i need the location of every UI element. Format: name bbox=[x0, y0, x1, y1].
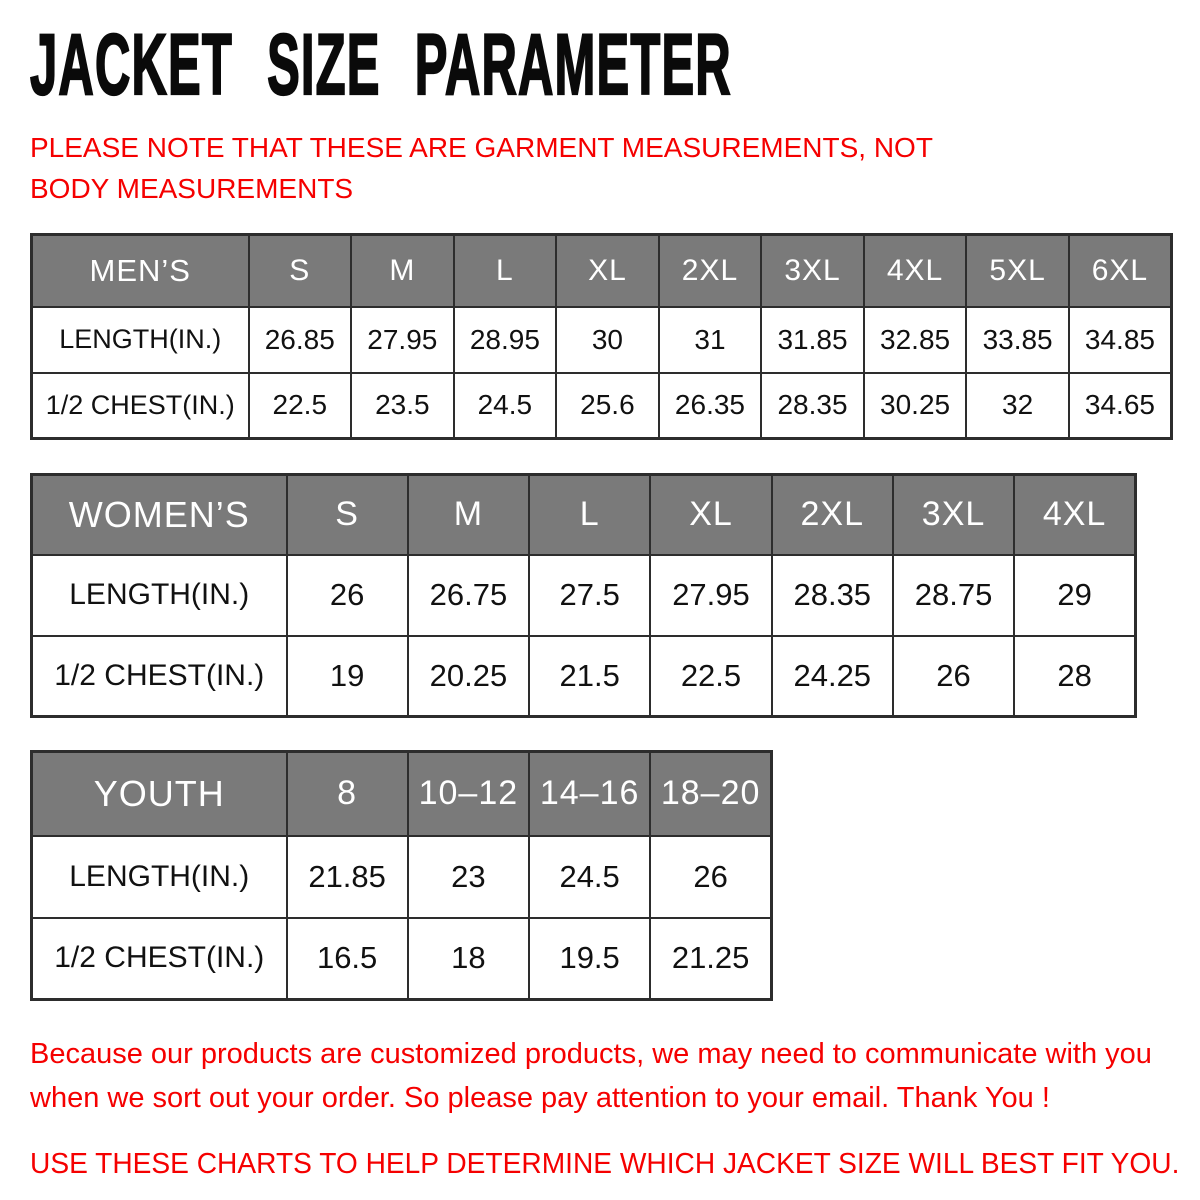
value-cell: 34.85 bbox=[1067, 305, 1173, 374]
value-cell: 30 bbox=[555, 305, 660, 374]
value-cell: 28.35 bbox=[760, 371, 865, 440]
value-cell: 34.65 bbox=[1067, 371, 1173, 440]
value-cell: 20.25 bbox=[406, 634, 531, 718]
size-header-cell: XL bbox=[555, 233, 660, 308]
value-cell: 18 bbox=[406, 916, 531, 1001]
size-table-mens: MEN’S S M L XL 2XL 3XL 4XL 5XL 6XL LENGTH(IN.) 26.8… bbox=[30, 233, 1173, 441]
size-table-womens: WOMEN’S S M L XL 2XL 3XL 4XL LENGTH(IN.) 26 26.75 2… bbox=[30, 473, 1137, 719]
page-title: JACKET SIZE PARAMETER bbox=[29, 17, 1200, 113]
size-header-cell: 4XL bbox=[862, 233, 968, 308]
value-cell: 16.5 bbox=[285, 916, 409, 1001]
size-header-cell: XL bbox=[649, 473, 773, 556]
chart-usage-note-text: USE THESE CHARTS TO HELP DETERMINE WHICH… bbox=[30, 1148, 1180, 1181]
value-cell: 26.75 bbox=[406, 553, 531, 637]
value-cell: 28 bbox=[1013, 634, 1137, 718]
size-header-cell: M bbox=[350, 233, 455, 308]
size-header-cell: 2XL bbox=[770, 473, 894, 556]
measurement-row: 1/2 CHEST(IN.) 19 20.25 21.5 22.5 24.25 26 28 bbox=[30, 634, 1137, 718]
size-header-cell: 3XL bbox=[891, 473, 1016, 556]
customized-products-note: Because our products are customized prod… bbox=[30, 1038, 1152, 1114]
value-cell: 25.6 bbox=[555, 371, 660, 440]
value-cell: 19.5 bbox=[527, 916, 652, 1001]
size-header-cell: 4XL bbox=[1013, 473, 1137, 556]
row-label-cell: 1/2 CHEST(IN.) bbox=[30, 371, 250, 440]
size-header-cell: 5XL bbox=[965, 233, 1070, 308]
size-header-cell: M bbox=[406, 473, 531, 556]
value-cell: 21.25 bbox=[649, 916, 773, 1001]
value-cell: 27.95 bbox=[350, 305, 455, 374]
size-header-row: MEN’S S M L XL 2XL 3XL 4XL 5XL 6XL bbox=[30, 233, 1173, 308]
group-label-cell-womens: WOMEN’S bbox=[30, 473, 288, 556]
value-cell: 26.85 bbox=[247, 305, 353, 374]
size-table-youth: YOUTH 8 10–12 14–16 18–20 LENGTH(IN.) 21.85 23 2… bbox=[30, 750, 773, 1002]
size-header-cell: S bbox=[247, 233, 353, 308]
measurement-row: 1/2 CHEST(IN.) 16.5 18 19.5 21.25 bbox=[30, 916, 773, 1001]
measurement-row: LENGTH(IN.) 26.85 27.95 28.95 30 31 31.85 32.85… bbox=[30, 305, 1173, 374]
value-cell: 23 bbox=[406, 834, 531, 919]
value-cell: 22.5 bbox=[247, 371, 353, 440]
value-cell: 32 bbox=[965, 371, 1070, 440]
value-cell: 27.95 bbox=[649, 553, 773, 637]
size-header-row: YOUTH 8 10–12 14–16 18–20 bbox=[30, 750, 773, 837]
group-label-cell-youth: YOUTH bbox=[30, 750, 288, 837]
group-label-cell-mens: MEN’S bbox=[30, 233, 250, 308]
value-cell: 26 bbox=[285, 553, 409, 637]
value-cell: 26.35 bbox=[657, 371, 763, 440]
value-cell: 31 bbox=[657, 305, 763, 374]
value-cell: 26 bbox=[649, 834, 773, 919]
value-cell: 28.95 bbox=[452, 305, 558, 374]
value-cell: 21.85 bbox=[285, 834, 409, 919]
size-header-cell: L bbox=[528, 473, 652, 556]
row-label-cell: LENGTH(IN.) bbox=[30, 305, 250, 374]
garment-measurement-note: PLEASE NOTE THAT THESE ARE GARMENT MEASU… bbox=[30, 132, 933, 204]
size-header-cell: 2XL bbox=[657, 233, 763, 308]
value-cell: 26 bbox=[891, 634, 1016, 718]
row-label-cell: 1/2 CHEST(IN.) bbox=[30, 634, 288, 718]
value-cell: 24.5 bbox=[527, 834, 652, 919]
size-header-cell: 14–16 bbox=[527, 750, 652, 837]
value-cell: 19 bbox=[285, 634, 409, 718]
value-cell: 22.5 bbox=[649, 634, 773, 718]
value-cell: 32.85 bbox=[862, 305, 968, 374]
row-label-cell: LENGTH(IN.) bbox=[30, 834, 288, 919]
row-label-cell: LENGTH(IN.) bbox=[30, 553, 288, 637]
value-cell: 24.25 bbox=[770, 634, 894, 718]
size-header-cell: 3XL bbox=[760, 233, 865, 308]
value-cell: 28.35 bbox=[770, 553, 894, 637]
size-header-cell: 6XL bbox=[1067, 233, 1173, 308]
value-cell: 31.85 bbox=[760, 305, 865, 374]
value-cell: 24.5 bbox=[452, 371, 558, 440]
value-cell: 30.25 bbox=[862, 371, 968, 440]
size-header-cell: 18–20 bbox=[649, 750, 773, 837]
measurement-row: LENGTH(IN.) 21.85 23 24.5 26 bbox=[30, 834, 773, 919]
row-label-cell: 1/2 CHEST(IN.) bbox=[30, 916, 288, 1001]
value-cell: 29 bbox=[1013, 553, 1137, 637]
size-header-cell: 8 bbox=[285, 750, 409, 837]
size-header-row: WOMEN’S S M L XL 2XL 3XL 4XL bbox=[30, 473, 1137, 556]
size-header-cell: S bbox=[285, 473, 409, 556]
chart-usage-note: USE THESE CHARTS TO HELP DETERMINE WHICH… bbox=[30, 1148, 1200, 1181]
size-header-cell: L bbox=[452, 233, 558, 308]
size-header-cell: 10–12 bbox=[406, 750, 531, 837]
value-cell: 27.5 bbox=[528, 553, 652, 637]
value-cell: 28.75 bbox=[891, 553, 1016, 637]
measurement-row: LENGTH(IN.) 26 26.75 27.5 27.95 28.35 28.75 29 bbox=[30, 553, 1137, 637]
page-title-text: JACKET SIZE PARAMETER bbox=[29, 17, 732, 113]
value-cell: 33.85 bbox=[965, 305, 1070, 374]
value-cell: 21.5 bbox=[528, 634, 652, 718]
size-tables-container: MEN’S S M L XL 2XL 3XL 4XL 5XL 6XL LENGTH(IN.) 26.8… bbox=[30, 233, 1200, 1002]
measurement-row: 1/2 CHEST(IN.) 22.5 23.5 24.5 25.6 26.35 28.35… bbox=[30, 371, 1173, 440]
value-cell: 23.5 bbox=[350, 371, 455, 440]
